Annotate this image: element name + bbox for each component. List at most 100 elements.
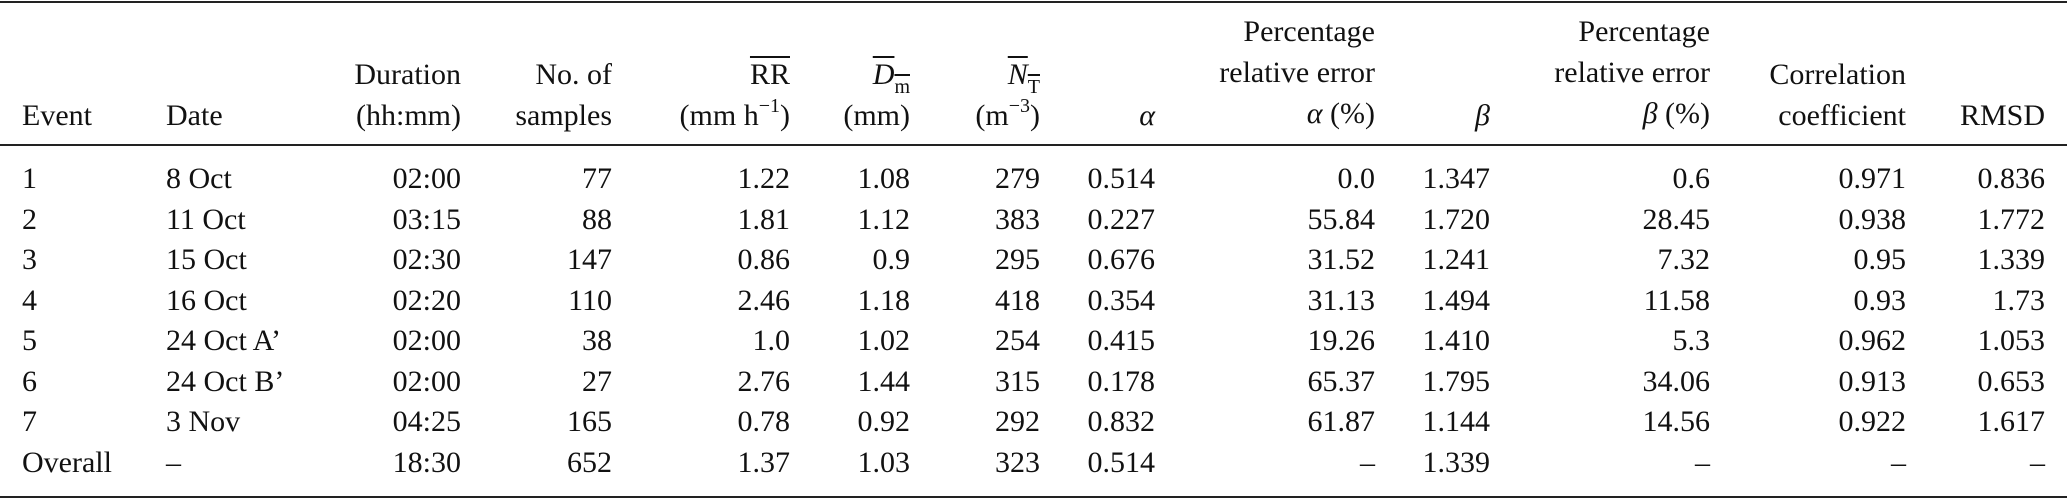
cell-date: 11 Oct — [166, 202, 246, 236]
cell-alpha: 0.415 — [1087, 324, 1156, 357]
cell-dm: 0.92 — [857, 405, 911, 438]
cell-beta-error: 0.6 — [1672, 162, 1711, 195]
cell-date: 15 Oct — [166, 243, 247, 276]
cell-beta-error: 14.56 — [1642, 405, 1711, 438]
table-top-rule — [0, 1, 2067, 3]
cell-samples: 110 — [568, 283, 612, 317]
cell-correlation: – — [1891, 445, 1906, 479]
cell-rmsd: 1.053 — [1977, 324, 2046, 357]
cell-alpha-error: – — [1360, 445, 1375, 479]
header-correlation: Correlation coefficient — [1769, 58, 1906, 132]
cell-beta: 1.347 — [1422, 162, 1491, 195]
cell-nt: 418 — [995, 283, 1040, 317]
cell-nt: 383 — [995, 202, 1040, 236]
cell-rr: 1.37 — [737, 445, 791, 479]
header-beta: β — [1475, 99, 1490, 132]
cell-duration: 02:00 — [392, 324, 461, 357]
cell-rr: 0.78 — [737, 405, 791, 438]
cell-date: 24 Oct B’ — [166, 364, 285, 398]
cell-samples: 38 — [582, 324, 612, 357]
cell-nt: 315 — [995, 364, 1040, 398]
cell-beta: 1.339 — [1422, 445, 1491, 479]
cell-event: 3 — [22, 243, 37, 276]
cell-beta: 1.494 — [1422, 283, 1491, 317]
cell-correlation: 0.971 — [1838, 162, 1907, 195]
cell-beta-error: 7.32 — [1657, 243, 1711, 276]
cell-rr: 1.22 — [737, 162, 791, 195]
table-header-rule — [0, 144, 2067, 146]
cell-rr: 1.0 — [752, 324, 791, 357]
cell-samples: 88 — [582, 202, 612, 236]
cell-beta-error: – — [1695, 445, 1710, 479]
cell-alpha: 0.178 — [1087, 364, 1156, 398]
header-rmsd: RMSD — [1959, 99, 2045, 132]
header-rr: RR (mm h−1) — [680, 54, 790, 136]
header-alpha-error: Percentage relative error α (%) — [1219, 11, 1375, 134]
cell-samples: 27 — [582, 364, 612, 398]
cell-dm: 1.18 — [857, 283, 911, 317]
cell-nt: 254 — [995, 324, 1040, 357]
cell-rmsd: 0.836 — [1977, 162, 2046, 195]
cell-samples: 77 — [582, 162, 612, 195]
header-samples-line1: No. of — [535, 58, 612, 91]
header-dm: Dm (mm) — [843, 54, 910, 136]
cell-alpha-error: 31.52 — [1307, 243, 1376, 276]
header-rr-unit: (mm h−1) — [679, 95, 790, 132]
header-rr-symbol: RR — [749, 58, 790, 91]
cell-alpha-error: 65.37 — [1307, 364, 1376, 398]
cell-samples: 652 — [567, 445, 612, 479]
cell-beta: 1.241 — [1422, 243, 1491, 276]
header-nt: NT (m−3) — [975, 54, 1040, 136]
cell-nt: 279 — [995, 162, 1040, 195]
cell-event: 6 — [22, 364, 37, 398]
cell-duration: 02:30 — [392, 243, 461, 276]
cell-event: 2 — [22, 202, 37, 236]
cell-date: 3 Nov — [166, 405, 241, 438]
header-nt-unit: (m−3) — [975, 95, 1040, 132]
cell-event: 5 — [22, 324, 37, 357]
cell-duration: 04:25 — [392, 405, 461, 438]
cell-rr: 1.81 — [737, 202, 791, 236]
cell-duration: 02:20 — [392, 283, 461, 317]
cell-rmsd: 0.653 — [1977, 364, 2046, 398]
cell-dm: 1.12 — [857, 202, 911, 236]
cell-duration: 02:00 — [392, 162, 461, 195]
cell-alpha-error: 55.84 — [1307, 202, 1376, 236]
cell-beta-error: 34.06 — [1642, 364, 1711, 398]
cell-beta-error: 5.3 — [1672, 324, 1711, 357]
header-dm-symbol: Dm — [872, 58, 910, 98]
header-duration: Duration (hh:mm) — [354, 54, 461, 136]
cell-rr: 2.76 — [737, 364, 791, 398]
cell-correlation: 0.938 — [1838, 202, 1907, 236]
cell-rmsd: 1.617 — [1977, 405, 2046, 438]
cell-event: 1 — [22, 162, 37, 195]
cell-correlation: 0.93 — [1853, 283, 1907, 317]
cell-correlation: 0.95 — [1853, 243, 1907, 276]
cell-alpha-error: 0.0 — [1337, 162, 1376, 195]
cell-dm: 1.44 — [857, 364, 911, 398]
cell-correlation: 0.913 — [1838, 364, 1907, 398]
header-event: Event — [22, 99, 92, 132]
cell-event: 7 — [22, 405, 37, 438]
cell-date: 16 Oct — [166, 283, 247, 317]
cell-samples: 165 — [567, 405, 612, 438]
cell-dm: 1.03 — [857, 445, 911, 479]
cell-date: – — [166, 445, 181, 479]
header-dm-unit: (mm) — [843, 99, 910, 132]
cell-event: 4 — [22, 283, 37, 317]
cell-event: Overall — [22, 445, 112, 479]
cell-alpha: 0.227 — [1087, 202, 1156, 236]
header-duration-line1: Duration — [354, 58, 461, 91]
cell-rr: 2.46 — [737, 283, 791, 317]
table-bottom-rule — [0, 496, 2067, 498]
cell-alpha: 0.514 — [1087, 445, 1156, 479]
cell-duration: 03:15 — [392, 202, 461, 236]
cell-alpha: 0.676 — [1087, 243, 1156, 276]
cell-rmsd: 1.772 — [1977, 202, 2046, 236]
header-duration-line2: (hh:mm) — [356, 99, 461, 132]
cell-nt: 295 — [995, 243, 1040, 276]
cell-date: 8 Oct — [166, 162, 232, 195]
header-samples-line2: samples — [515, 99, 612, 132]
cell-date: 24 Oct A’ — [166, 324, 281, 357]
cell-rmsd: – — [2030, 445, 2045, 479]
